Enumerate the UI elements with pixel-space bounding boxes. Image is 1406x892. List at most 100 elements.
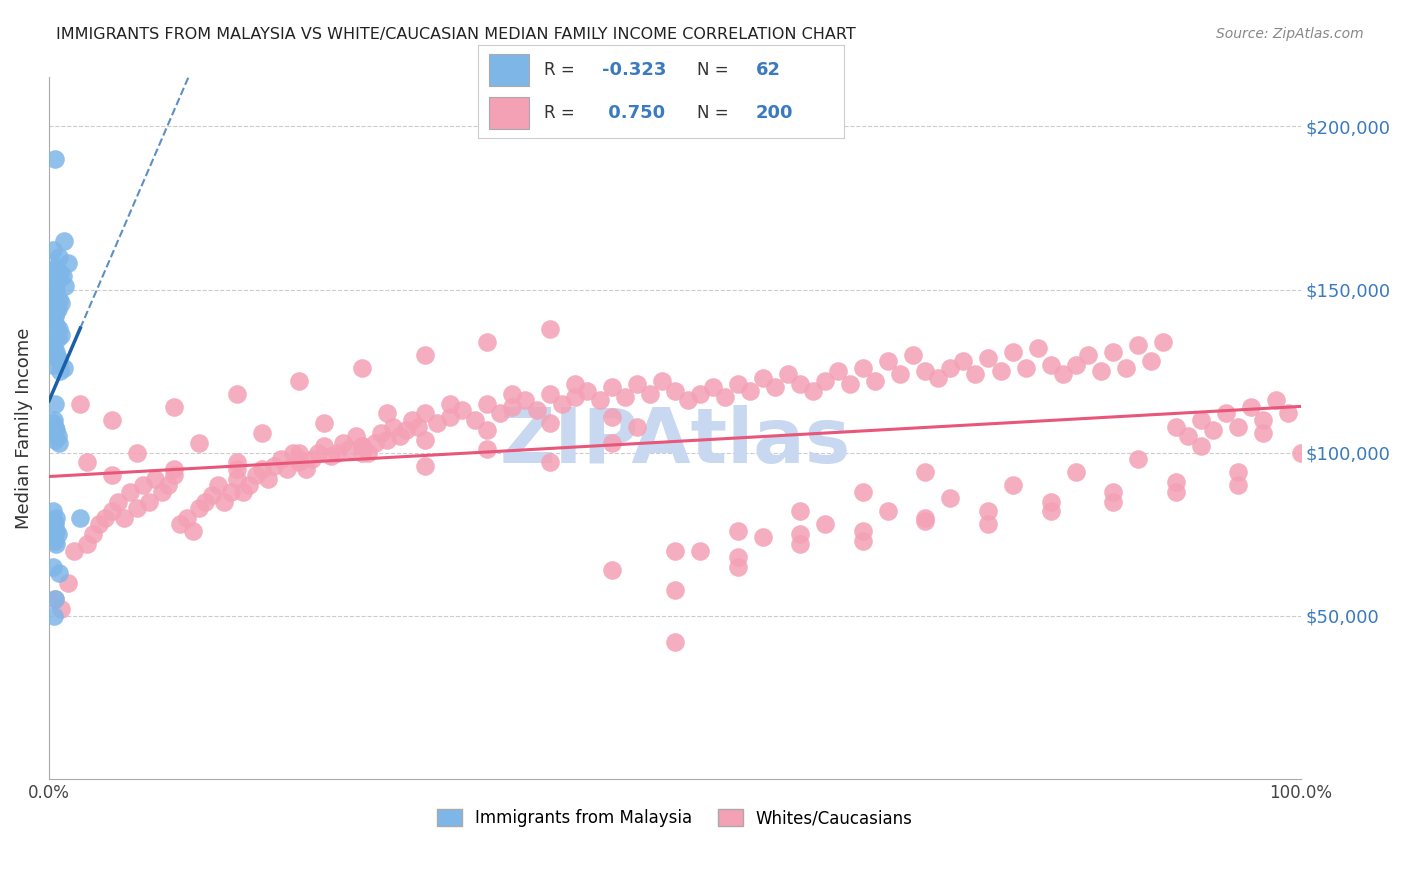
Point xyxy=(1064,358,1087,372)
Text: -0.323: -0.323 xyxy=(602,61,666,78)
Point xyxy=(564,377,586,392)
Point xyxy=(163,400,186,414)
Point xyxy=(952,354,974,368)
Point xyxy=(41,276,63,290)
Point xyxy=(163,462,186,476)
Point xyxy=(250,426,273,441)
Point xyxy=(44,592,66,607)
Point xyxy=(1102,344,1125,359)
Point xyxy=(589,393,612,408)
Point xyxy=(44,285,66,300)
Point xyxy=(42,341,65,355)
Point xyxy=(44,419,66,434)
Point xyxy=(42,504,65,518)
Point xyxy=(49,266,72,280)
Point xyxy=(1077,348,1099,362)
Point xyxy=(814,517,837,532)
Point xyxy=(789,527,811,541)
Point xyxy=(382,419,405,434)
Point xyxy=(751,370,773,384)
Point xyxy=(914,364,936,378)
Point xyxy=(314,417,336,431)
Point xyxy=(87,517,110,532)
Text: 0.750: 0.750 xyxy=(602,104,665,122)
Point xyxy=(1215,407,1237,421)
Point xyxy=(689,387,711,401)
Point xyxy=(1128,338,1150,352)
Point xyxy=(914,511,936,525)
Point xyxy=(977,351,1000,365)
Point xyxy=(76,537,98,551)
Point xyxy=(914,514,936,528)
Point xyxy=(45,305,67,319)
Point xyxy=(789,377,811,392)
Point xyxy=(889,368,911,382)
Point xyxy=(53,360,76,375)
Point xyxy=(839,377,862,392)
Point xyxy=(270,452,292,467)
Point xyxy=(538,321,561,335)
Point xyxy=(751,531,773,545)
Point xyxy=(48,321,70,335)
Point xyxy=(344,429,367,443)
Point xyxy=(44,533,66,548)
Text: 200: 200 xyxy=(756,104,793,122)
Point xyxy=(44,517,66,532)
Point xyxy=(714,390,737,404)
Point xyxy=(44,592,66,607)
Point xyxy=(727,377,749,392)
Point xyxy=(44,433,66,447)
Point xyxy=(51,295,73,310)
Point xyxy=(965,368,987,382)
Point xyxy=(319,449,342,463)
Point xyxy=(1002,478,1025,492)
Point xyxy=(388,429,411,443)
Point xyxy=(1039,358,1062,372)
Point xyxy=(120,484,142,499)
Point xyxy=(664,543,686,558)
Point xyxy=(42,315,65,329)
Point xyxy=(501,400,523,414)
Point xyxy=(1164,475,1187,489)
Point xyxy=(1240,400,1263,414)
Point xyxy=(901,348,924,362)
Point xyxy=(53,234,76,248)
Point xyxy=(526,403,548,417)
Point xyxy=(927,370,949,384)
Point xyxy=(413,348,436,362)
Point xyxy=(464,413,486,427)
Point xyxy=(45,537,67,551)
Point xyxy=(42,334,65,349)
Point xyxy=(45,260,67,274)
Point xyxy=(181,524,204,538)
Point xyxy=(132,478,155,492)
Point xyxy=(350,360,373,375)
Point xyxy=(1152,334,1174,349)
Point xyxy=(48,293,70,307)
Point xyxy=(408,419,430,434)
Point xyxy=(852,484,875,499)
Point xyxy=(48,250,70,264)
Point xyxy=(76,455,98,469)
Point xyxy=(188,435,211,450)
Y-axis label: Median Family Income: Median Family Income xyxy=(15,327,32,529)
Point xyxy=(1202,423,1225,437)
Point xyxy=(702,380,724,394)
Point xyxy=(727,524,749,538)
Point xyxy=(439,409,461,424)
Point xyxy=(1039,504,1062,518)
Point xyxy=(602,435,624,450)
Point xyxy=(69,397,91,411)
Point xyxy=(48,435,70,450)
Point xyxy=(145,472,167,486)
Point xyxy=(977,504,1000,518)
Text: ZIPAtlas: ZIPAtlas xyxy=(499,405,851,479)
Point xyxy=(125,445,148,459)
Point xyxy=(288,374,311,388)
Point xyxy=(876,354,898,368)
Point xyxy=(42,521,65,535)
Point xyxy=(1039,494,1062,508)
Point xyxy=(107,494,129,508)
Point xyxy=(42,514,65,528)
Point xyxy=(44,348,66,362)
